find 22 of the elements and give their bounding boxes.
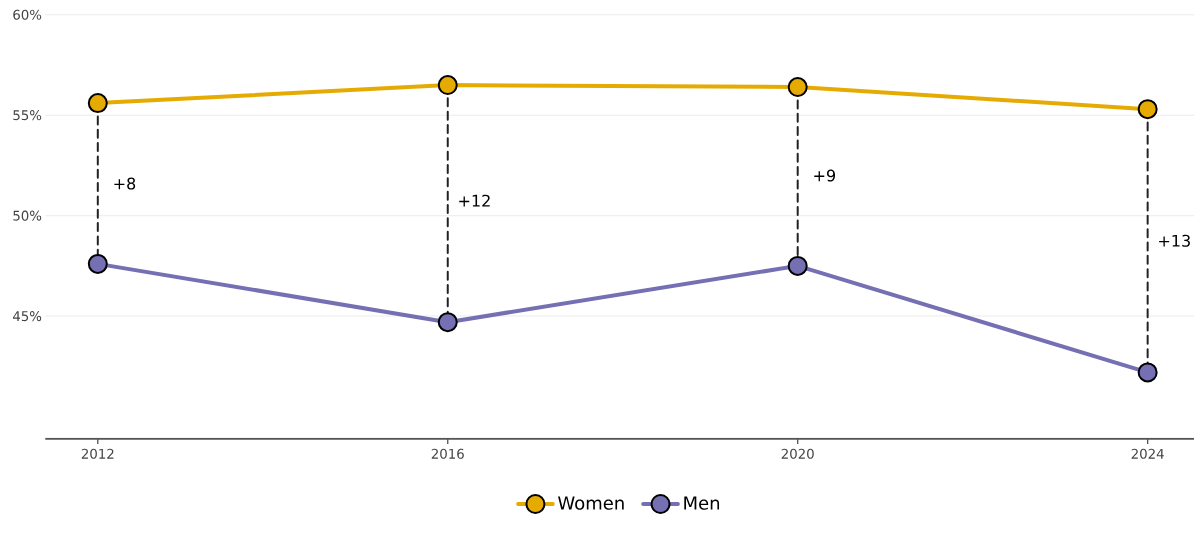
y-tick-label: 60% [13, 9, 42, 20]
y-tick-label: 55% [13, 110, 42, 121]
x-tick-label: 2016 [431, 448, 464, 459]
point [437, 75, 458, 96]
annotation: +12 [459, 194, 490, 207]
point [87, 253, 108, 274]
point [1137, 362, 1158, 383]
annotation: +13 [1159, 234, 1190, 247]
annotation: +8 [114, 177, 136, 190]
x-tick-label: 2024 [1131, 448, 1164, 459]
x-tick-label: 2020 [781, 448, 814, 459]
y-tick-label: 45% [12, 311, 42, 322]
x-tick-label: 2012 [81, 448, 114, 459]
annotation: +9 [814, 169, 836, 182]
point [437, 312, 458, 333]
legend-label: Men [684, 496, 720, 510]
point [87, 93, 108, 114]
point [1137, 99, 1158, 120]
point [787, 77, 808, 98]
y-tick-label: 50% [13, 210, 42, 221]
point [787, 255, 808, 276]
legend-label: Women [558, 496, 624, 510]
